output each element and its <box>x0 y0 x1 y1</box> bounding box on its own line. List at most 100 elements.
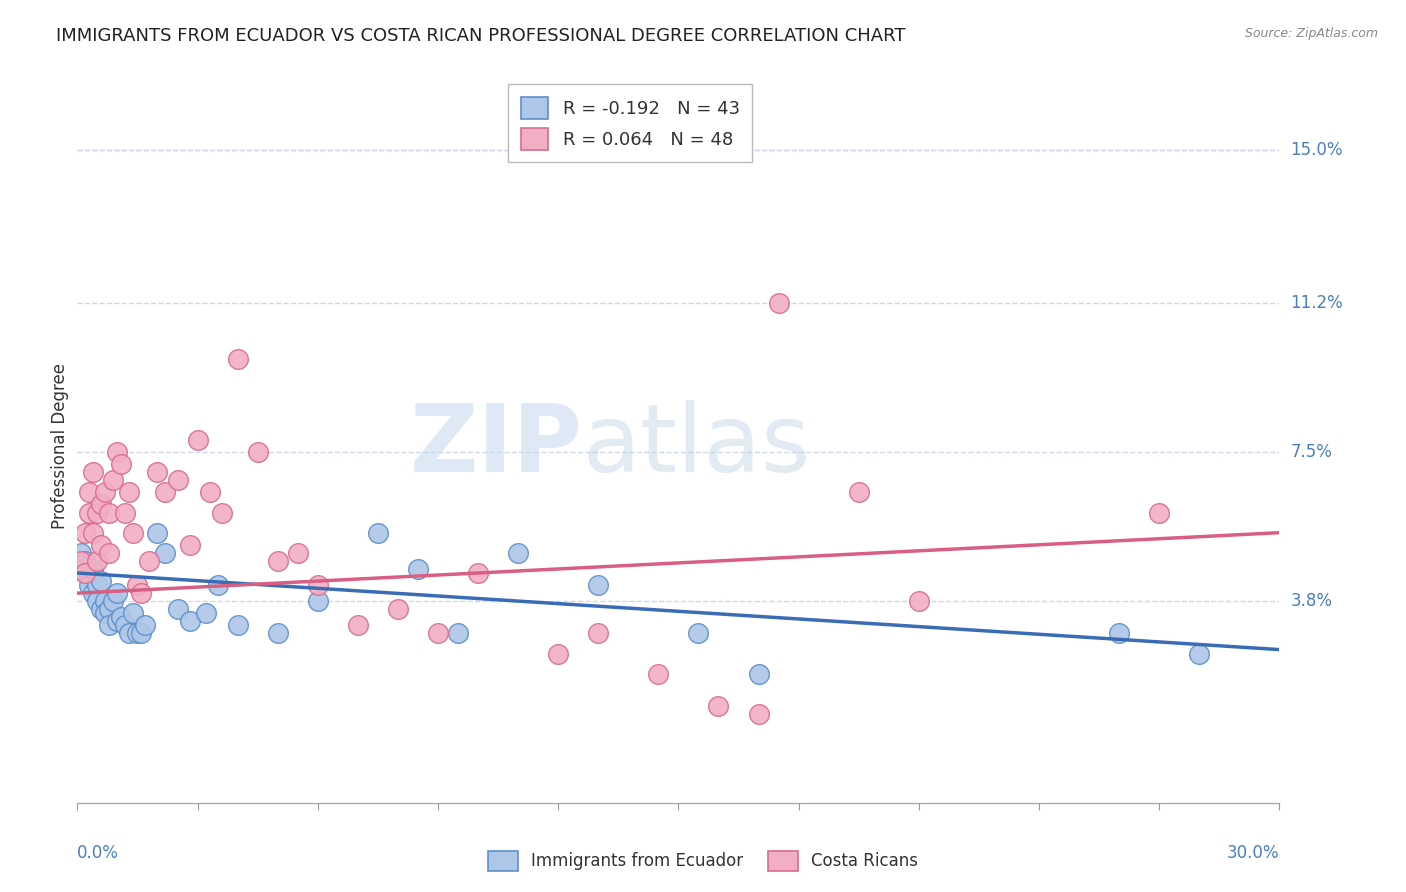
Point <box>427 626 450 640</box>
Point <box>406 562 429 576</box>
Point <box>1188 647 1211 661</box>
Point <box>75 554 97 568</box>
Point <box>588 578 610 592</box>
Point <box>86 578 108 592</box>
Point <box>267 626 290 640</box>
Point <box>82 465 104 479</box>
Point <box>82 586 104 600</box>
Point <box>94 485 117 500</box>
Point <box>226 618 249 632</box>
Point <box>90 498 112 512</box>
Text: 30.0%: 30.0% <box>1227 845 1279 863</box>
Text: 3.8%: 3.8% <box>1291 592 1333 610</box>
Point <box>211 506 233 520</box>
Point <box>86 506 108 520</box>
Point <box>86 554 108 568</box>
Point <box>79 570 101 584</box>
Point <box>127 578 149 592</box>
Point <box>194 607 217 621</box>
Point <box>226 352 249 367</box>
Text: Source: ZipAtlas.com: Source: ZipAtlas.com <box>1244 27 1378 40</box>
Point <box>131 586 153 600</box>
Point <box>647 666 669 681</box>
Point <box>114 618 136 632</box>
Point <box>90 538 112 552</box>
Point <box>367 525 389 540</box>
Point <box>70 546 93 560</box>
Point <box>127 626 149 640</box>
Point <box>447 626 470 640</box>
Point <box>748 666 770 681</box>
Point <box>207 578 229 592</box>
Point <box>118 485 141 500</box>
Text: 7.5%: 7.5% <box>1291 443 1333 461</box>
Point <box>98 618 121 632</box>
Point <box>82 562 104 576</box>
Point <box>107 615 129 629</box>
Point <box>75 525 97 540</box>
Point <box>768 296 790 310</box>
Point <box>166 602 188 616</box>
Text: 11.2%: 11.2% <box>1291 293 1343 312</box>
Point <box>107 586 129 600</box>
Point <box>110 457 132 471</box>
Point <box>98 546 121 560</box>
Point <box>82 525 104 540</box>
Point <box>107 445 129 459</box>
Point <box>155 546 177 560</box>
Point <box>307 594 329 608</box>
Point <box>122 607 145 621</box>
Point <box>79 578 101 592</box>
Point <box>114 506 136 520</box>
Point <box>547 647 569 661</box>
Point <box>75 566 97 580</box>
Point <box>75 566 97 580</box>
Point <box>287 546 309 560</box>
Point <box>246 445 269 459</box>
Point <box>186 433 209 447</box>
Point <box>79 506 101 520</box>
Point <box>508 546 530 560</box>
Point <box>707 699 730 714</box>
Point <box>155 485 177 500</box>
Point <box>98 602 121 616</box>
Point <box>103 473 125 487</box>
Point <box>1149 506 1171 520</box>
Text: ZIP: ZIP <box>409 400 582 492</box>
Point <box>179 615 201 629</box>
Point <box>198 485 221 500</box>
Point <box>908 594 931 608</box>
Point <box>118 626 141 640</box>
Legend: R = -0.192   N = 43, R = 0.064   N = 48: R = -0.192 N = 43, R = 0.064 N = 48 <box>509 84 752 162</box>
Point <box>179 538 201 552</box>
Point <box>267 554 290 568</box>
Point <box>146 525 169 540</box>
Point <box>103 594 125 608</box>
Point <box>347 618 370 632</box>
Point <box>307 578 329 592</box>
Text: 0.0%: 0.0% <box>77 845 120 863</box>
Text: 15.0%: 15.0% <box>1291 141 1343 159</box>
Point <box>848 485 870 500</box>
Text: IMMIGRANTS FROM ECUADOR VS COSTA RICAN PROFESSIONAL DEGREE CORRELATION CHART: IMMIGRANTS FROM ECUADOR VS COSTA RICAN P… <box>56 27 905 45</box>
Point <box>94 607 117 621</box>
Point <box>122 525 145 540</box>
Point <box>138 554 160 568</box>
Point <box>467 566 489 580</box>
Point <box>131 626 153 640</box>
Legend: Immigrants from Ecuador, Costa Ricans: Immigrants from Ecuador, Costa Ricans <box>479 842 927 880</box>
Point <box>98 506 121 520</box>
Point <box>79 485 101 500</box>
Point <box>146 465 169 479</box>
Point <box>134 618 156 632</box>
Point <box>1108 626 1130 640</box>
Point <box>94 594 117 608</box>
Point <box>110 610 132 624</box>
Point <box>688 626 710 640</box>
Point <box>90 602 112 616</box>
Point <box>86 594 108 608</box>
Point <box>387 602 409 616</box>
Y-axis label: Professional Degree: Professional Degree <box>51 363 69 529</box>
Point <box>166 473 188 487</box>
Point <box>70 554 93 568</box>
